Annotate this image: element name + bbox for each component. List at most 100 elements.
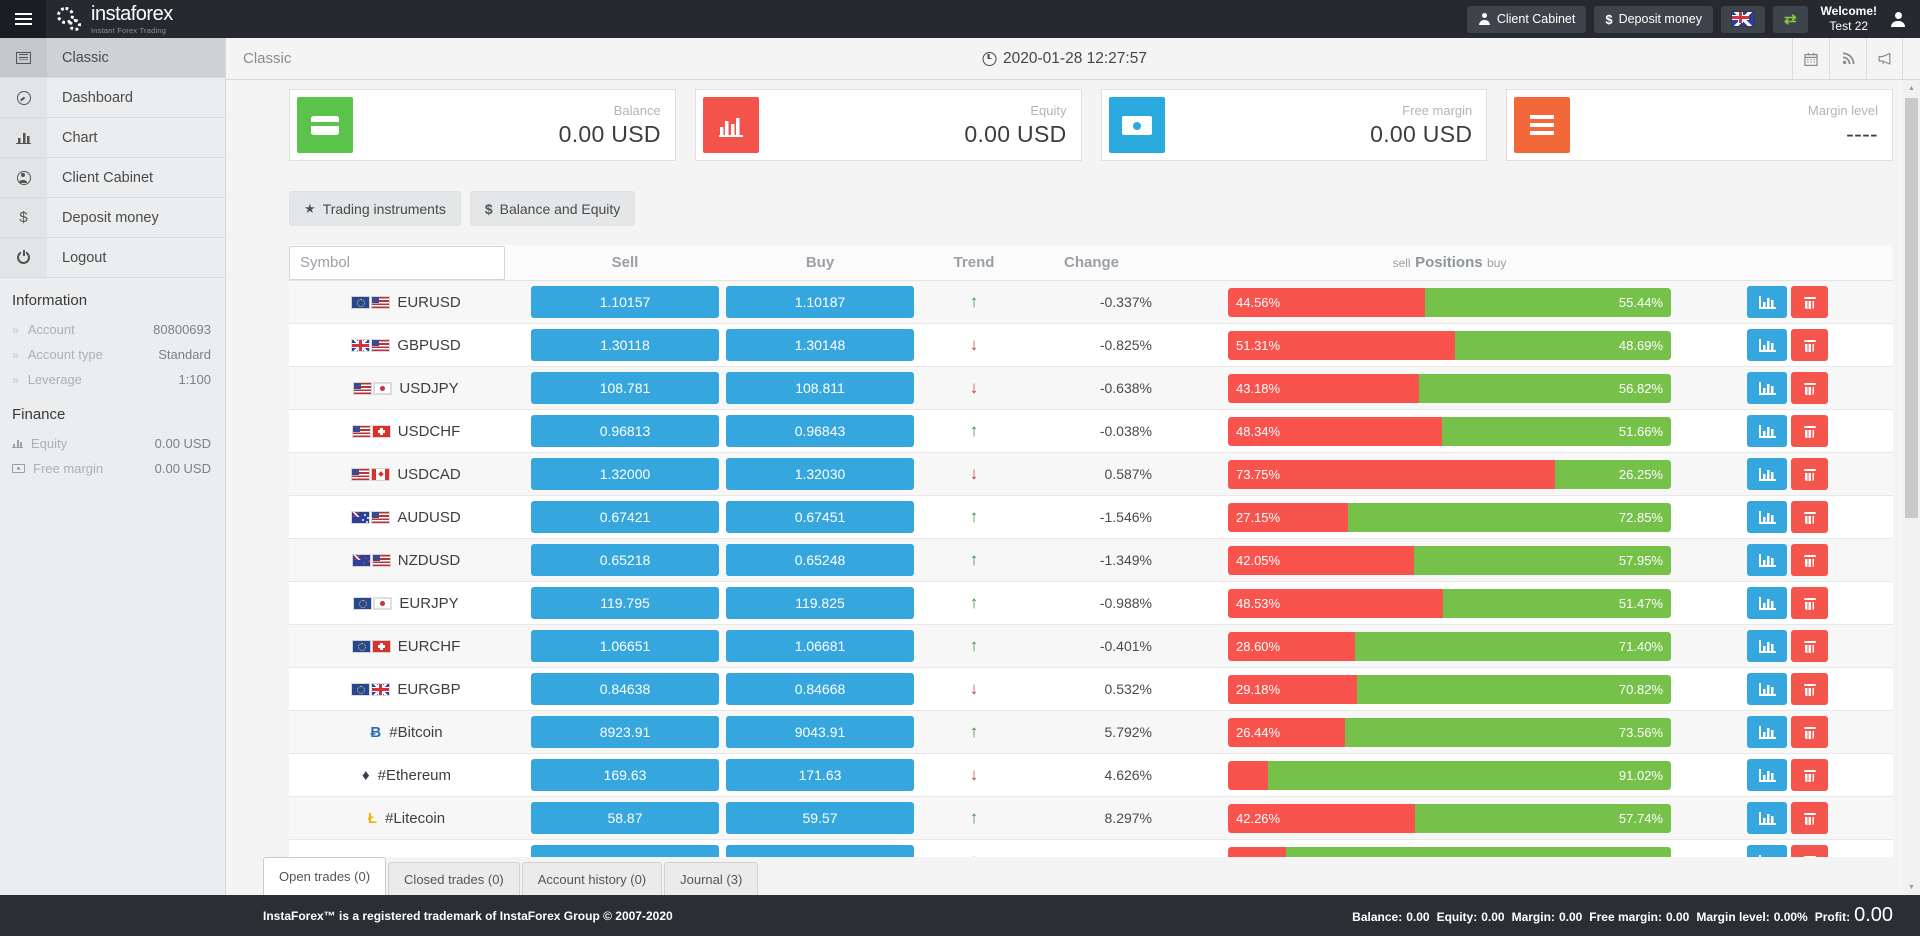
open-chart-button[interactable]	[1747, 759, 1787, 791]
sell-button[interactable]: 58.87	[531, 802, 719, 834]
client-cabinet-button[interactable]: Client Cabinet	[1466, 5, 1587, 33]
remove-instrument-button[interactable]	[1791, 544, 1828, 576]
buy-button[interactable]: 59.57	[726, 802, 914, 834]
sidebar-item-deposit-money[interactable]: Deposit money	[0, 198, 225, 238]
open-chart-button[interactable]	[1747, 802, 1787, 834]
sidebar-item-classic[interactable]: Classic	[0, 38, 225, 78]
language-flag-button[interactable]	[1720, 5, 1765, 33]
info-value: Standard	[158, 347, 211, 362]
sell-button[interactable]: 1.30118	[531, 329, 719, 361]
sidebar-item-dashboard[interactable]: Dashboard	[0, 78, 225, 118]
trend-arrow-icon	[970, 292, 979, 311]
open-chart-button[interactable]	[1747, 845, 1787, 857]
remove-instrument-button[interactable]	[1791, 372, 1828, 404]
positions-sell-segment: 42.05%	[1228, 545, 1415, 575]
remove-instrument-button[interactable]	[1791, 286, 1828, 318]
open-chart-button[interactable]	[1747, 329, 1787, 361]
tab-open-trades-0[interactable]: Open trades (0)	[263, 857, 387, 895]
open-chart-button[interactable]	[1747, 415, 1787, 447]
buy-button[interactable]: 1.10187	[726, 286, 914, 318]
open-chart-button[interactable]	[1747, 716, 1787, 748]
sell-button[interactable]: 8923.91	[531, 716, 719, 748]
sell-button[interactable]: 1.32000	[531, 458, 719, 490]
buy-button[interactable]: 1.06681	[726, 630, 914, 662]
scrollbar-thumb[interactable]	[1905, 98, 1918, 518]
symbol-cell: AUDUSD	[289, 509, 524, 526]
sell-button[interactable]: 0.67421	[531, 501, 719, 533]
remove-instrument-button[interactable]	[1791, 630, 1828, 662]
rss-icon[interactable]	[1829, 38, 1866, 79]
buy-button[interactable]	[726, 845, 914, 857]
deposit-money-button[interactable]: $ Deposit money	[1594, 5, 1713, 33]
profile-icon[interactable]	[1890, 11, 1906, 27]
tab-account-history-0[interactable]: Account history (0)	[521, 862, 663, 895]
trend-arrow-icon	[970, 421, 979, 440]
scroll-up-arrow[interactable]	[1903, 80, 1920, 96]
buy-button[interactable]: 1.30148	[726, 329, 914, 361]
remove-instrument-button[interactable]	[1791, 673, 1828, 705]
scrollbar-track[interactable]	[1903, 96, 1920, 879]
open-chart-button[interactable]	[1747, 458, 1787, 490]
remove-instrument-button[interactable]	[1791, 845, 1828, 857]
account-switch-button[interactable]: ⇄	[1772, 5, 1808, 33]
remove-instrument-button[interactable]	[1791, 329, 1828, 361]
balance-and-equity-button[interactable]: Balance and Equity	[469, 191, 636, 226]
positions-buy-segment: 70.82%	[1357, 674, 1671, 704]
sell-button[interactable]: 119.795	[531, 587, 719, 619]
open-chart-button[interactable]	[1747, 673, 1787, 705]
remove-instrument-button[interactable]	[1791, 759, 1828, 791]
sidebar-item-client-cabinet[interactable]: Client Cabinet	[0, 158, 225, 198]
buy-button[interactable]: 171.63	[726, 759, 914, 791]
buy-button[interactable]: 119.825	[726, 587, 914, 619]
remove-instrument-button[interactable]	[1791, 501, 1828, 533]
symbol-name: EURUSD	[397, 293, 461, 311]
announcements-icon[interactable]	[1866, 38, 1903, 79]
finance-heading: Finance	[12, 406, 66, 423]
calendar-icon[interactable]	[1792, 38, 1829, 79]
trading-instruments-button[interactable]: Trading instruments	[289, 191, 461, 226]
app-logo[interactable]: instaforex Instant Forex Trading	[57, 4, 173, 35]
open-chart-button[interactable]	[1747, 544, 1787, 576]
sell-button[interactable]: 1.06651	[531, 630, 719, 662]
menu-toggle-button[interactable]	[0, 0, 46, 38]
open-chart-button[interactable]	[1747, 501, 1787, 533]
power-icon	[17, 249, 30, 264]
scroll-down-arrow[interactable]	[1903, 879, 1920, 895]
tab-journal-3[interactable]: Journal (3)	[664, 862, 759, 895]
column-header-buy: Buy	[805, 254, 835, 271]
buy-button[interactable]: 9043.91	[726, 716, 914, 748]
trash-icon	[1803, 510, 1816, 524]
sidebar-item-logout[interactable]: Logout	[0, 238, 225, 278]
sell-button[interactable]: 0.84638	[531, 673, 719, 705]
jp-flag-icon	[374, 597, 392, 609]
sell-percent: 73.75%	[1236, 466, 1281, 482]
card-label: Free margin	[1402, 102, 1473, 118]
clock-icon	[982, 51, 997, 66]
remove-instrument-button[interactable]	[1791, 802, 1828, 834]
buy-button[interactable]: 0.84668	[726, 673, 914, 705]
buy-button[interactable]: 0.65248	[726, 544, 914, 576]
remove-instrument-button[interactable]	[1791, 716, 1828, 748]
open-chart-button[interactable]	[1747, 587, 1787, 619]
remove-instrument-button[interactable]	[1791, 458, 1828, 490]
remove-instrument-button[interactable]	[1791, 415, 1828, 447]
buy-button[interactable]: 0.67451	[726, 501, 914, 533]
sell-button[interactable]	[531, 845, 719, 857]
open-chart-button[interactable]	[1747, 372, 1787, 404]
open-chart-button[interactable]	[1747, 286, 1787, 318]
buy-button[interactable]: 0.96843	[726, 415, 914, 447]
sell-button[interactable]: 169.63	[531, 759, 719, 791]
vertical-scrollbar[interactable]	[1903, 38, 1920, 895]
tab-closed-trades-0[interactable]: Closed trades (0)	[388, 862, 520, 895]
positions-bar: 91.02%	[1228, 760, 1671, 790]
symbol-filter-input[interactable]	[289, 245, 505, 280]
sell-button[interactable]: 0.96813	[531, 415, 719, 447]
sidebar-item-chart[interactable]: Chart	[0, 118, 225, 158]
sell-button[interactable]: 1.10157	[531, 286, 719, 318]
sell-button[interactable]: 0.65218	[531, 544, 719, 576]
buy-button[interactable]: 108.811	[726, 372, 914, 404]
remove-instrument-button[interactable]	[1791, 587, 1828, 619]
sell-button[interactable]: 108.781	[531, 372, 719, 404]
open-chart-button[interactable]	[1747, 630, 1787, 662]
buy-button[interactable]: 1.32030	[726, 458, 914, 490]
